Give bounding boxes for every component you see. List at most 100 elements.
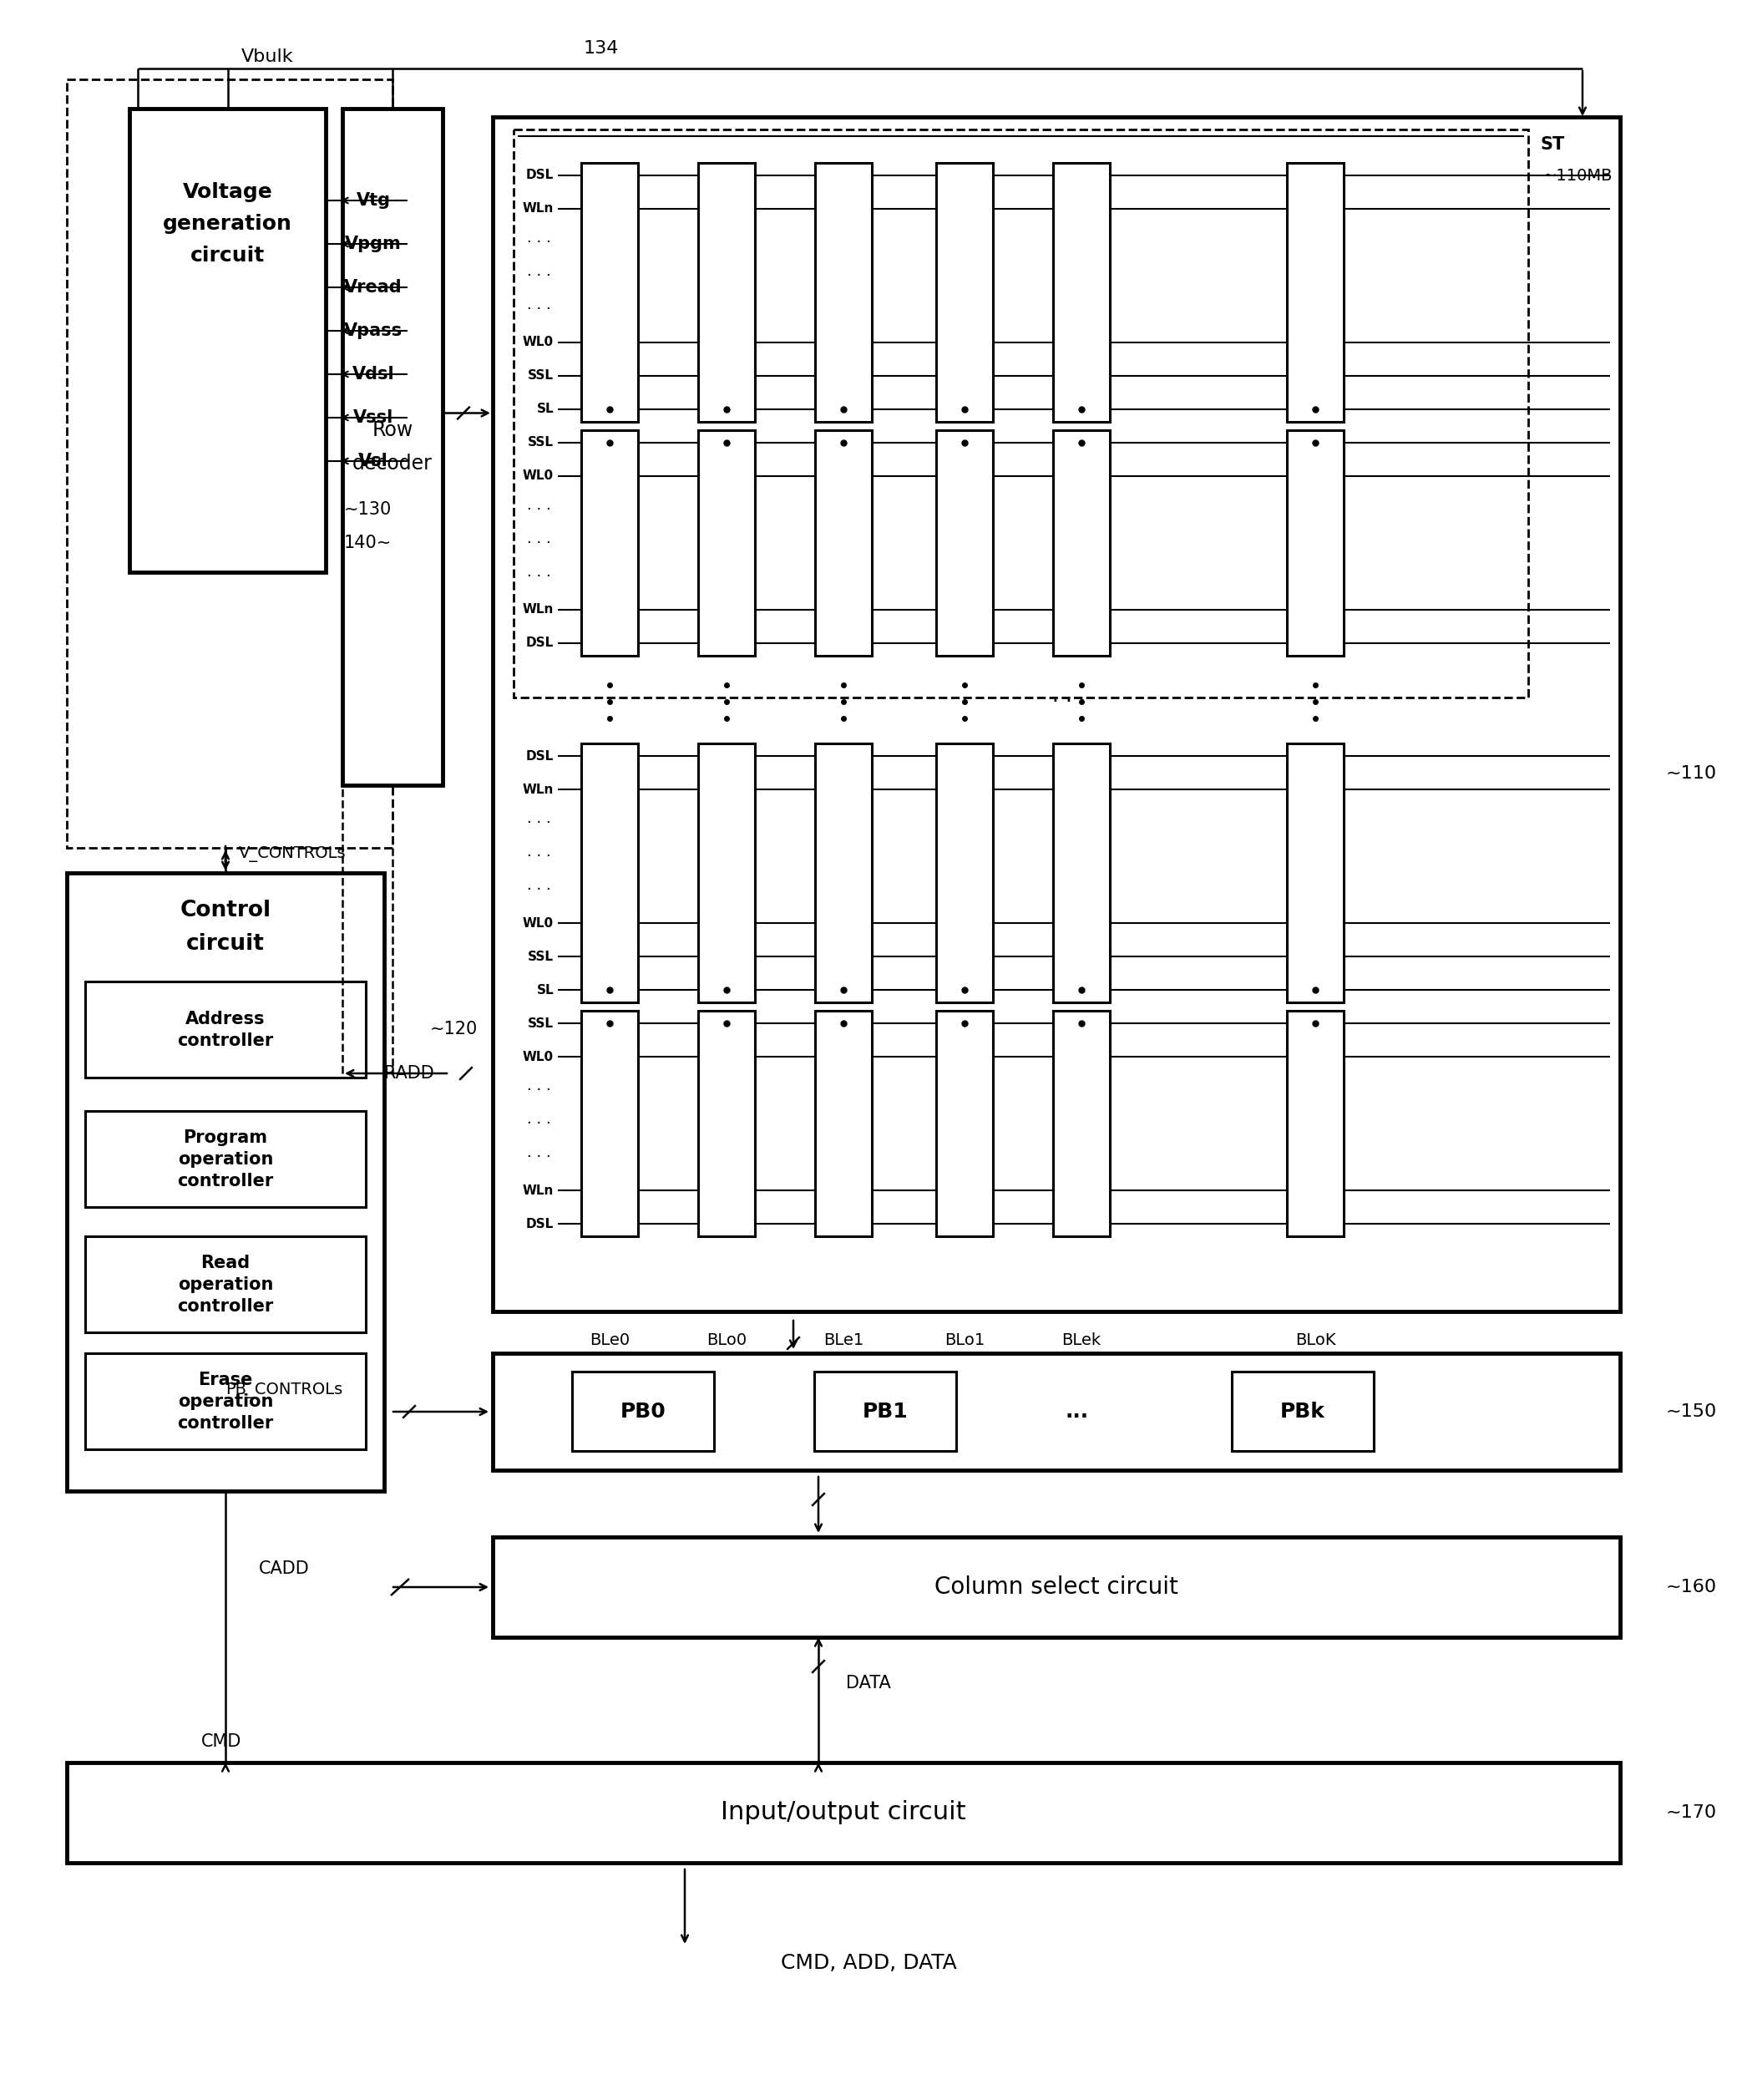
- Text: WL0: WL0: [523, 918, 554, 930]
- Bar: [85, 1352, 367, 1449]
- Text: SSL: SSL: [528, 437, 554, 449]
- Text: BLo0: BLo0: [707, 1334, 747, 1348]
- Text: ~110MB: ~110MB: [1542, 168, 1614, 183]
- Bar: [582, 430, 637, 655]
- Text: · · ·: · · ·: [526, 269, 551, 284]
- Bar: [342, 109, 443, 785]
- Text: Vdsl: Vdsl: [353, 365, 394, 382]
- Text: Vssl: Vssl: [353, 410, 394, 426]
- Bar: [1287, 743, 1344, 1002]
- Bar: [1232, 1371, 1374, 1451]
- Text: controller: controller: [177, 1298, 274, 1315]
- Text: SSL: SSL: [528, 370, 554, 382]
- Bar: [85, 981, 367, 1077]
- Text: controller: controller: [177, 1415, 274, 1432]
- Text: BLe1: BLe1: [823, 1334, 863, 1348]
- Text: WLn: WLn: [523, 1184, 554, 1197]
- Bar: [936, 743, 994, 1002]
- Bar: [1053, 1010, 1110, 1237]
- Text: WL0: WL0: [523, 470, 554, 483]
- Text: · · ·: · · ·: [1053, 691, 1086, 712]
- Text: operation: operation: [177, 1277, 273, 1294]
- Text: · · ·: · · ·: [526, 1115, 551, 1132]
- Text: ST: ST: [1541, 136, 1565, 153]
- Text: DSL: DSL: [526, 750, 554, 762]
- Text: Vtg: Vtg: [356, 191, 391, 208]
- Bar: [1053, 743, 1110, 1002]
- Text: Vread: Vread: [344, 279, 403, 296]
- Text: · · ·: · · ·: [526, 569, 551, 584]
- Text: WL0: WL0: [523, 336, 554, 349]
- Text: DSL: DSL: [526, 636, 554, 649]
- Text: 134: 134: [584, 40, 618, 57]
- Bar: [815, 1010, 872, 1237]
- Bar: [936, 430, 994, 655]
- Text: Column select circuit: Column select circuit: [935, 1575, 1178, 1598]
- Bar: [1287, 164, 1344, 422]
- Text: PB0: PB0: [620, 1401, 665, 1422]
- Text: decoder: decoder: [353, 454, 433, 475]
- Text: SL: SL: [537, 403, 554, 416]
- Bar: [815, 430, 872, 655]
- Text: · · ·: · · ·: [526, 302, 551, 317]
- Bar: [698, 430, 756, 655]
- Bar: [936, 1010, 994, 1237]
- Text: 140~: 140~: [344, 536, 391, 552]
- Text: SL: SL: [537, 983, 554, 995]
- Text: Address: Address: [186, 1010, 266, 1027]
- Bar: [85, 1111, 367, 1208]
- Text: BLo1: BLo1: [945, 1334, 985, 1348]
- Bar: [66, 1762, 1621, 1863]
- Bar: [514, 130, 1529, 697]
- Text: Input/output circuit: Input/output circuit: [721, 1800, 966, 1825]
- Bar: [698, 743, 756, 1002]
- Bar: [1287, 430, 1344, 655]
- Text: Vpass: Vpass: [344, 323, 403, 338]
- Bar: [66, 874, 384, 1491]
- Text: ~170: ~170: [1666, 1804, 1718, 1821]
- Text: · · ·: · · ·: [526, 815, 551, 830]
- Text: ~160: ~160: [1666, 1579, 1718, 1596]
- Text: SSL: SSL: [528, 949, 554, 962]
- Text: · · ·: · · ·: [526, 502, 551, 517]
- Bar: [815, 1371, 955, 1451]
- Text: Vbulk: Vbulk: [241, 48, 294, 65]
- Text: Control: Control: [181, 899, 271, 922]
- Text: Vsl: Vsl: [358, 454, 387, 470]
- Bar: [582, 164, 637, 422]
- Text: CMD: CMD: [201, 1732, 241, 1749]
- Text: · · ·: · · ·: [526, 1084, 551, 1098]
- Text: BLe0: BLe0: [589, 1334, 631, 1348]
- Text: generation: generation: [163, 214, 292, 233]
- Bar: [493, 1352, 1621, 1470]
- Text: · · ·: · · ·: [526, 882, 551, 897]
- Bar: [698, 164, 756, 422]
- Text: WLn: WLn: [523, 603, 554, 615]
- Text: SSL: SSL: [528, 1016, 554, 1029]
- Text: Erase: Erase: [198, 1371, 254, 1388]
- Text: operation: operation: [177, 1151, 273, 1168]
- Bar: [815, 743, 872, 1002]
- Bar: [493, 118, 1621, 1312]
- Bar: [815, 164, 872, 422]
- Text: WL0: WL0: [523, 1050, 554, 1063]
- Bar: [698, 1010, 756, 1237]
- Text: circuit: circuit: [186, 932, 264, 956]
- Bar: [130, 109, 327, 571]
- Text: DSL: DSL: [526, 1218, 554, 1231]
- Text: ~120: ~120: [431, 1021, 478, 1037]
- Text: operation: operation: [177, 1392, 273, 1409]
- Text: PBk: PBk: [1280, 1401, 1325, 1422]
- Text: Voltage: Voltage: [182, 183, 273, 202]
- Text: DATA: DATA: [846, 1676, 891, 1690]
- Text: V_CONTROLs: V_CONTROLs: [238, 846, 346, 863]
- Text: RADD: RADD: [384, 1065, 434, 1082]
- Text: ~110: ~110: [1666, 766, 1718, 783]
- Text: CADD: CADD: [259, 1560, 309, 1577]
- Bar: [1287, 1010, 1344, 1237]
- Text: · · ·: · · ·: [526, 848, 551, 863]
- Bar: [1053, 430, 1110, 655]
- Bar: [1053, 164, 1110, 422]
- Text: controller: controller: [177, 1031, 274, 1048]
- Text: CMD, ADD, DATA: CMD, ADD, DATA: [780, 1953, 957, 1974]
